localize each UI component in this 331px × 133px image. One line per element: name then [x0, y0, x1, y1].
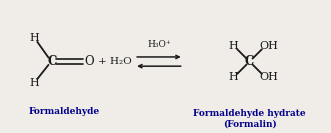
Text: O: O — [84, 55, 94, 68]
Text: C: C — [47, 55, 57, 68]
Text: H₃O⁺: H₃O⁺ — [147, 40, 171, 49]
Text: H: H — [228, 72, 238, 82]
Text: + H₂O: + H₂O — [98, 57, 131, 66]
Text: C: C — [245, 55, 254, 68]
Text: H: H — [228, 41, 238, 51]
Text: OH: OH — [259, 41, 278, 51]
Text: OH: OH — [259, 72, 278, 82]
Text: Formaldehyde hydrate
(Formalin): Formaldehyde hydrate (Formalin) — [193, 109, 306, 129]
Text: H: H — [30, 33, 39, 43]
Text: H: H — [30, 78, 39, 88]
Text: Formaldehyde: Formaldehyde — [29, 107, 100, 116]
